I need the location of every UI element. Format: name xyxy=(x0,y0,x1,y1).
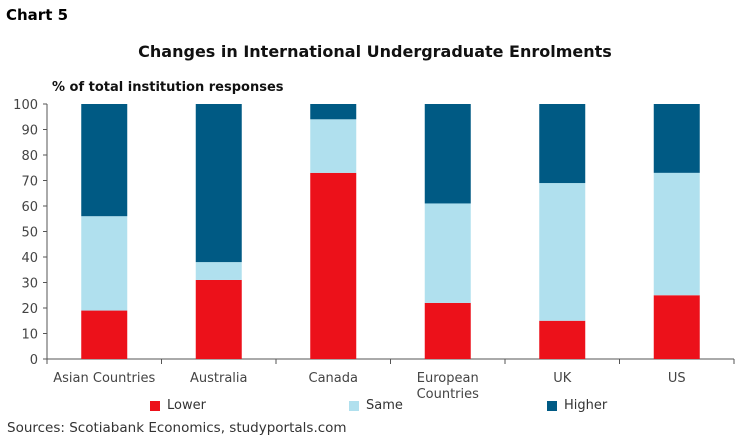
x-tick-label: European Countries xyxy=(417,371,480,402)
legend-item-same: Same xyxy=(349,398,403,413)
y-tick-label: 100 xyxy=(13,98,38,113)
legend-label-same: Same xyxy=(366,398,403,413)
y-tick-label: 20 xyxy=(21,302,38,317)
y-tick-label: 50 xyxy=(21,226,38,241)
bar-same xyxy=(310,119,357,173)
bar-higher xyxy=(81,104,128,217)
chart-title: Changes in International Undergraduate E… xyxy=(138,42,612,61)
legend-label-higher: Higher xyxy=(564,398,608,413)
x-tick-label: US xyxy=(668,371,686,386)
bar-lower xyxy=(195,279,242,359)
y-tick-label: 90 xyxy=(21,124,38,139)
legend-swatch-higher xyxy=(547,400,557,411)
y-tick-label: 40 xyxy=(21,251,38,266)
bar-higher xyxy=(310,104,357,120)
legend-swatch-same xyxy=(349,400,359,411)
bar-lower xyxy=(81,310,128,359)
bar-same xyxy=(81,216,128,311)
source-note: Sources: Scotiabank Economics, studyport… xyxy=(7,420,347,436)
x-tick-label: UK xyxy=(553,371,572,386)
y-tick-label: 0 xyxy=(30,353,38,368)
bar-higher xyxy=(424,104,471,204)
bar-higher xyxy=(195,104,242,263)
bar-same xyxy=(195,262,242,280)
bar-lower xyxy=(424,302,471,359)
legend-swatch-lower xyxy=(150,400,160,411)
legend-item-higher: Higher xyxy=(547,398,607,413)
legend-item-lower: Lower xyxy=(150,398,206,413)
bar-same xyxy=(424,203,471,303)
y-tick-label: 80 xyxy=(21,149,38,164)
bar-higher xyxy=(653,104,700,173)
y-axis-label: % of total institution responses xyxy=(52,80,284,95)
bar-lower xyxy=(653,295,700,359)
legend-label-lower: Lower xyxy=(167,398,206,413)
bar-higher xyxy=(539,104,586,184)
x-tick-label: Asian Countries xyxy=(53,371,155,386)
bar-same xyxy=(653,172,700,296)
y-tick-label: 10 xyxy=(21,328,38,343)
y-tick-label: 30 xyxy=(21,277,38,292)
bar-same xyxy=(539,183,586,321)
bar-lower xyxy=(310,172,357,359)
x-tick-label: Canada xyxy=(309,371,358,386)
x-tick-label: Australia xyxy=(190,371,248,386)
chart-number: Chart 5 xyxy=(6,6,69,24)
y-tick-label: 70 xyxy=(21,175,38,190)
y-tick-label: 60 xyxy=(21,200,38,215)
bar-lower xyxy=(539,320,586,359)
